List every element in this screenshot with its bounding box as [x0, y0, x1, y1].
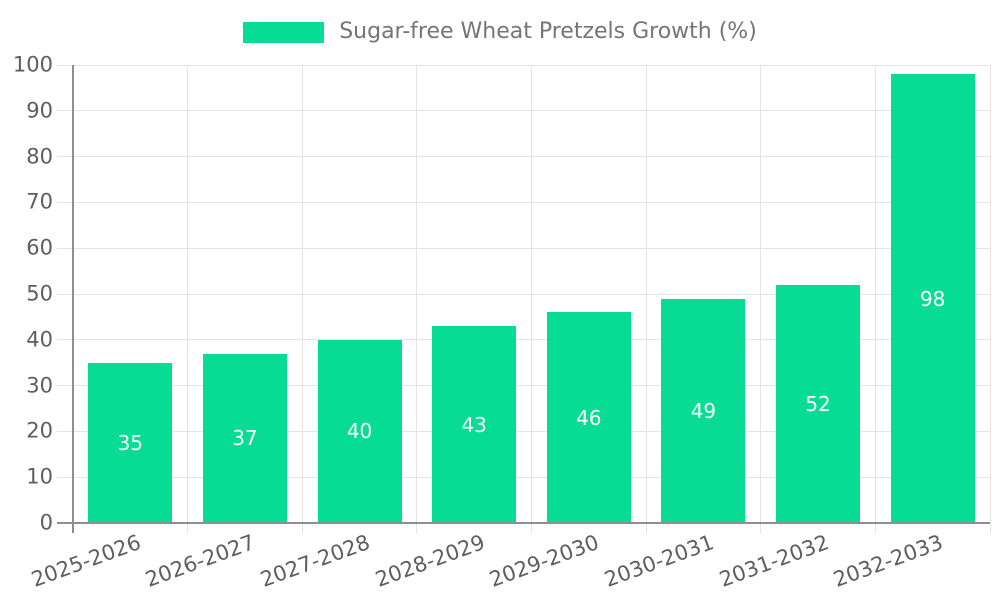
x-axis-line	[57, 522, 990, 524]
bar-value-label: 40	[346, 419, 373, 444]
grid-line-horizontal	[57, 247, 990, 249]
legend-swatch-icon	[243, 21, 325, 43]
bar[interactable]: 52	[776, 284, 861, 523]
grid-line-horizontal	[57, 385, 990, 387]
bar-value-label: 43	[461, 412, 487, 437]
grid-line-horizontal	[57, 339, 990, 341]
grid-line-vertical	[531, 65, 532, 533]
y-tick-label: 80	[26, 144, 53, 169]
grid-line-horizontal	[57, 64, 990, 66]
grid-line-vertical	[645, 65, 647, 533]
grid-line-vertical	[301, 65, 303, 533]
bar-value-label: 46	[576, 405, 602, 430]
x-tick-label: 2029-2030	[486, 530, 603, 592]
y-tick-label: 50	[26, 281, 53, 306]
grid-line-horizontal	[57, 476, 990, 478]
bar[interactable]: 40	[317, 339, 402, 523]
x-tick-label: 2028-2029	[371, 530, 488, 592]
x-tick-label: 2032-2033	[830, 530, 947, 592]
bar-value-label: 37	[232, 426, 258, 451]
x-tick-label: 2030-2031	[601, 530, 717, 592]
grid-line-horizontal	[57, 201, 990, 203]
bar[interactable]: 49	[661, 298, 746, 523]
grid-line-horizontal	[57, 156, 990, 158]
plot-area: 0 10 20 30 40 50 60 70 80 90 100 35 37 40 43 46 49 52 98 20…	[13, 54, 991, 592]
bar[interactable]: 37	[202, 353, 287, 523]
x-tick-label: 2027-2028	[257, 530, 374, 592]
y-tick-label: 0	[39, 510, 53, 535]
legend-label: Sugar-free Wheat Pretzels Growth (%)	[339, 19, 757, 44]
y-tick-label: 100	[12, 52, 53, 77]
bar[interactable]: 98	[890, 74, 975, 523]
bar-value-label: 98	[919, 286, 946, 311]
bar[interactable]: 35	[88, 362, 173, 523]
y-tick-label: 40	[26, 327, 53, 352]
y-axis-line	[72, 65, 74, 533]
grid-line-vertical	[989, 65, 991, 533]
bar[interactable]: 46	[546, 312, 631, 523]
y-tick-label: 60	[26, 235, 53, 260]
y-tick-label: 90	[26, 98, 53, 123]
y-tick-label: 20	[26, 418, 53, 443]
chart-legend[interactable]: Sugar-free Wheat Pretzels Growth (%)	[0, 0, 1000, 64]
grid-line-vertical	[416, 65, 418, 533]
grid-line-horizontal	[57, 430, 990, 432]
grid-line-vertical	[874, 65, 876, 533]
bar-value-label: 35	[117, 430, 144, 455]
grid-line-horizontal	[57, 110, 990, 112]
x-tick-label: 2025-2026	[28, 530, 144, 592]
grid-line-horizontal	[57, 293, 990, 295]
x-tick-label: 2031-2032	[715, 530, 832, 592]
bar[interactable]: 43	[432, 326, 517, 523]
bar-value-label: 52	[805, 391, 831, 416]
bar-value-label: 49	[690, 398, 717, 423]
y-tick-label: 30	[26, 373, 53, 398]
y-tick-label: 70	[26, 189, 53, 214]
y-tick-label: 10	[26, 464, 53, 489]
grid-line-vertical	[187, 65, 189, 533]
grid-line-vertical	[760, 65, 762, 533]
x-tick-label: 2026-2027	[142, 530, 259, 592]
